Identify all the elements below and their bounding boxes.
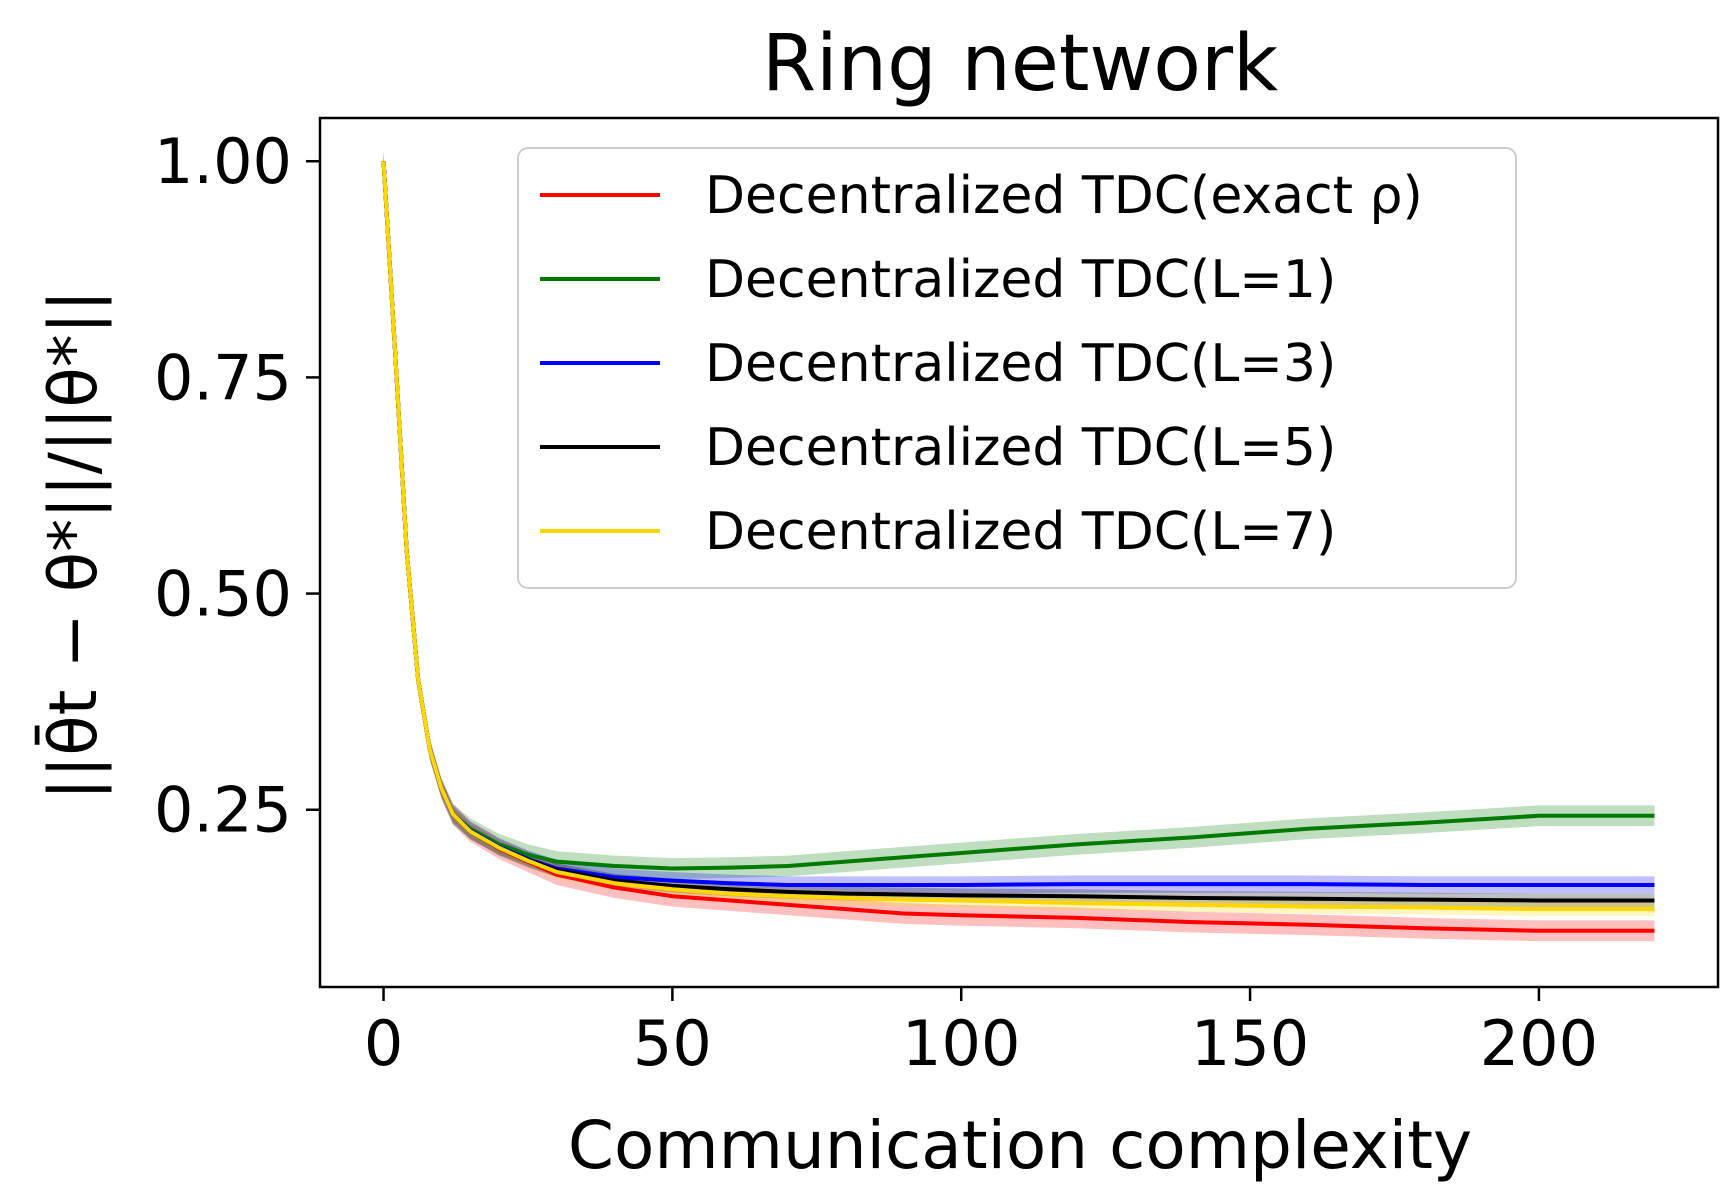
legend-label-4: Decentralized TDC(L=7) [705, 502, 1336, 562]
x-tick-label: 0 [364, 1007, 403, 1080]
legend-box [517, 147, 1517, 589]
chart-title: Ring network [762, 19, 1278, 109]
series-lines [381, 161, 1655, 933]
x-tick-label: 50 [633, 1007, 712, 1080]
x-axis-label: Communication complexity [568, 1107, 1472, 1184]
y-tick-label: 0.25 [154, 774, 292, 847]
legend-label-2: Decentralized TDC(L=3) [705, 334, 1336, 394]
x-tick-label: 100 [902, 1007, 1020, 1080]
y-tick-label: 0.50 [154, 558, 292, 631]
legend-label-3: Decentralized TDC(L=5) [705, 418, 1336, 478]
x-tick-label: 150 [1191, 1007, 1309, 1080]
legend-label-0: Decentralized TDC(exact ρ) [705, 166, 1423, 226]
plot-frame [318, 116, 1720, 989]
series-line-4 [381, 161, 1655, 912]
x-axis: 0 50 100 150 200 [364, 987, 1598, 1080]
y-tick-label: 1.00 [154, 125, 292, 198]
y-tick-label: 0.75 [154, 341, 292, 414]
y-axis-label: ||θ̄t − θ*||/||θ*|| [35, 290, 112, 800]
y-axis: 0.25 0.50 0.75 1.00 [154, 125, 320, 847]
legend: Decentralized TDC(exact ρ) Decentralized … [517, 147, 1517, 589]
series-band-0 [383, 150, 1655, 942]
legend-label-1: Decentralized TDC(L=1) [705, 250, 1336, 310]
x-tick-label: 200 [1480, 1007, 1598, 1080]
confidence-bands [383, 150, 1655, 942]
